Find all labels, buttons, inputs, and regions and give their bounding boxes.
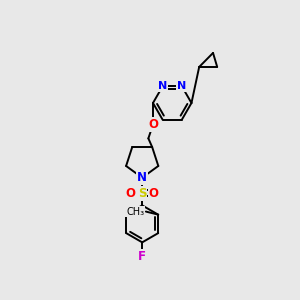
Text: N: N <box>158 81 167 91</box>
Text: CH₃: CH₃ <box>126 207 144 217</box>
Text: O: O <box>148 118 158 131</box>
Text: N: N <box>177 81 187 91</box>
Text: O: O <box>149 187 159 200</box>
Text: S: S <box>138 187 146 200</box>
Text: F: F <box>138 250 146 263</box>
Text: N: N <box>137 171 147 184</box>
Text: O: O <box>126 187 136 200</box>
